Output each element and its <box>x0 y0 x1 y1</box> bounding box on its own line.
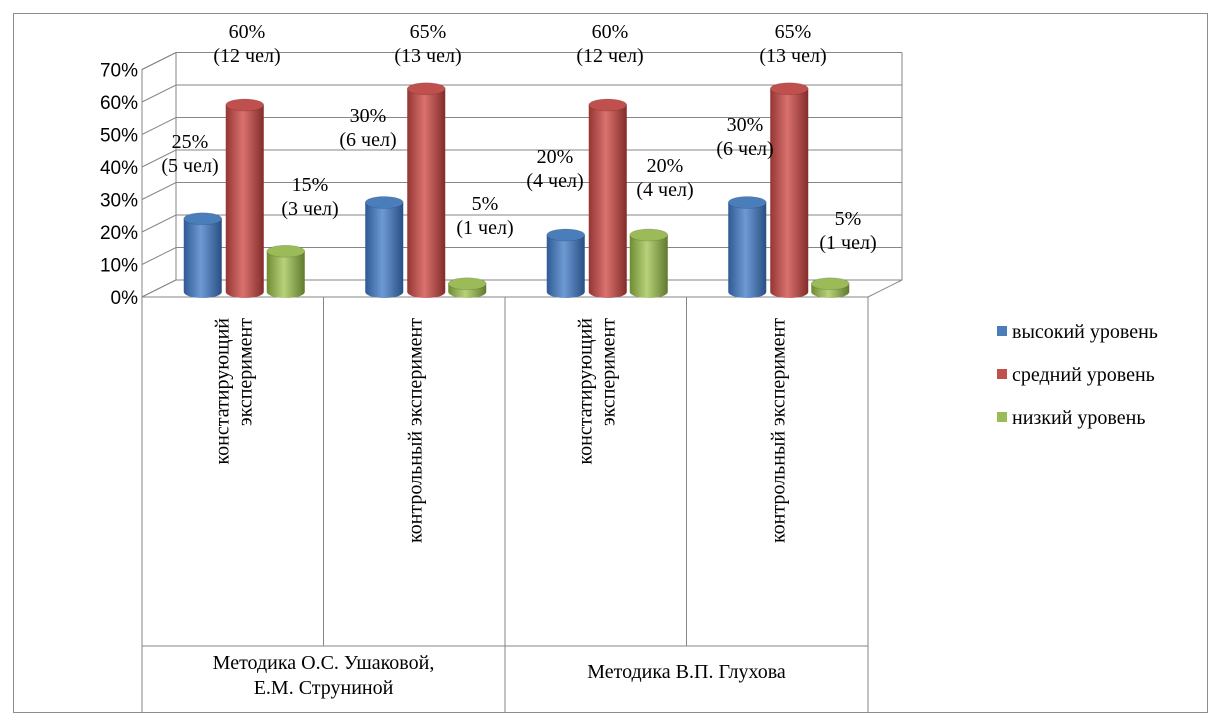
gridline <box>141 149 902 168</box>
y-tick-label: 70% <box>100 61 138 82</box>
data-label: 20% (4 чел) <box>526 146 583 192</box>
bar-body <box>266 251 305 298</box>
data-label: 30% (6 чел) <box>716 114 773 160</box>
data-label: 60% (12 чел) <box>213 21 280 67</box>
bar-top <box>183 212 223 226</box>
group-label: Е.М. Струниной <box>254 677 394 699</box>
bar-top <box>810 277 850 291</box>
legend-label: высокий уровень <box>1012 321 1158 343</box>
bar <box>447 277 487 298</box>
bar-body <box>770 88 809 298</box>
bar <box>769 82 809 298</box>
bar-body <box>225 105 264 298</box>
bar-top <box>588 98 628 112</box>
bar <box>810 277 850 298</box>
legend-swatch <box>997 369 1007 379</box>
data-label: 5% (1 чел) <box>456 193 513 239</box>
bar <box>727 196 767 298</box>
bar-top <box>727 196 767 209</box>
category-label: констатирующий <box>574 318 596 465</box>
y-tick-label: 50% <box>100 126 138 147</box>
bar <box>364 196 404 298</box>
bar-body <box>629 235 668 298</box>
bar <box>629 228 669 298</box>
y-tick-label: 60% <box>100 93 138 114</box>
legend-label: средний уровень <box>1012 364 1155 386</box>
data-label: 20% (4 чел) <box>636 155 693 201</box>
bar-top <box>266 244 306 258</box>
bar <box>588 98 628 298</box>
bar <box>406 82 446 298</box>
bar-body <box>728 202 767 298</box>
y-tick-label: 10% <box>100 256 138 277</box>
bar-top <box>546 228 586 242</box>
data-label: 65% (13 чел) <box>394 21 461 67</box>
gridline <box>141 52 902 70</box>
data-label: 60% (12 чел) <box>576 21 643 67</box>
bar <box>225 98 265 298</box>
y-tick-label: 30% <box>100 191 138 212</box>
legend-swatch <box>997 326 1007 336</box>
y-tick-label: 0% <box>111 288 139 309</box>
bar-body <box>546 235 585 298</box>
bar-top <box>769 82 809 96</box>
data-label: 15% (3 чел) <box>281 174 338 220</box>
bar-top <box>364 196 404 209</box>
bar <box>183 212 223 298</box>
bar-top <box>447 277 487 291</box>
gridline <box>141 84 902 103</box>
bar-top <box>629 228 669 242</box>
data-label: 25% (5 чел) <box>161 131 218 177</box>
chart-frame <box>13 13 1208 713</box>
category-label: эксперимент <box>597 318 619 426</box>
category-label: контрольный эксперимент <box>767 318 789 543</box>
bar-body <box>407 88 446 298</box>
bar <box>546 228 586 298</box>
data-label: 65% (13 чел) <box>759 21 826 67</box>
category-label: эксперимент <box>234 318 256 426</box>
category-label: констатирующий <box>211 318 233 465</box>
group-label: Методика В.П. Глухова <box>587 661 786 683</box>
data-label: 30% (6 чел) <box>339 105 396 151</box>
legend-swatch <box>997 412 1007 422</box>
bar <box>266 244 306 298</box>
gridline <box>141 182 902 200</box>
category-label: контрольный эксперимент <box>404 318 426 543</box>
floor <box>141 279 903 298</box>
legend-label: низкий уровень <box>1012 407 1145 429</box>
data-label: 5% (1 чел) <box>819 208 876 254</box>
bar-body <box>588 105 627 298</box>
y-tick-label: 20% <box>100 223 138 244</box>
group-label: Методика О.С. Ушаковой, <box>213 652 435 674</box>
bar-top <box>225 98 265 112</box>
y-tick-label: 40% <box>100 158 138 179</box>
bar-body <box>183 218 222 298</box>
gridline <box>141 214 902 233</box>
bar-top <box>406 82 446 96</box>
bar-body <box>365 202 404 298</box>
gridline <box>141 117 902 135</box>
